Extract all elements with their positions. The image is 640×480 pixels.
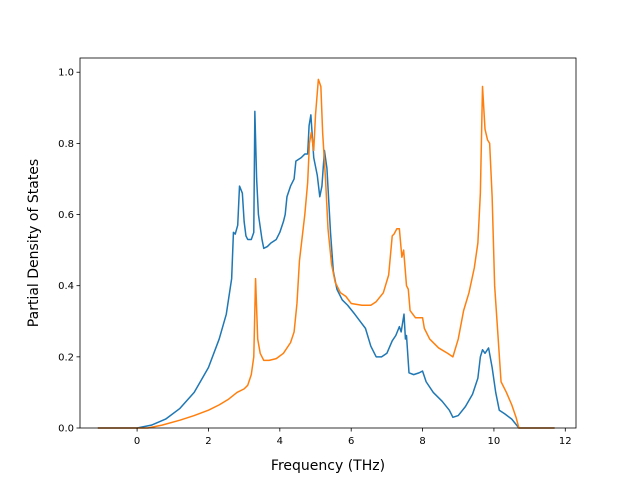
x-tick-label: 6	[348, 436, 354, 447]
y-tick-label: 0.8	[58, 139, 74, 150]
x-axis-label: Frequency (THz)	[271, 458, 385, 474]
y-axis-ticks: 0.0 0.2 0.4 0.6 0.8 1.0	[58, 68, 80, 435]
plot-lines	[97, 78, 555, 429]
y-tick-label: 1.0	[58, 68, 74, 79]
y-axis-label: Partial Density of States	[26, 159, 42, 327]
axes-frame	[79, 57, 577, 429]
y-tick-label: 0.0	[58, 424, 74, 435]
x-tick-label: 10	[488, 436, 501, 447]
x-tick-label: 0	[134, 436, 140, 447]
series-line-2	[97, 78, 555, 429]
x-tick-label: 2	[205, 436, 211, 447]
x-tick-label: 4	[277, 436, 283, 447]
x-tick-label: 12	[559, 436, 572, 447]
y-tick-label: 0.4	[58, 281, 74, 292]
x-tick-label: 8	[419, 436, 425, 447]
x-axis-ticks: 0 2 4 6 8 10 12	[134, 428, 572, 447]
y-tick-label: 0.6	[58, 210, 74, 221]
y-tick-label: 0.2	[58, 352, 74, 363]
